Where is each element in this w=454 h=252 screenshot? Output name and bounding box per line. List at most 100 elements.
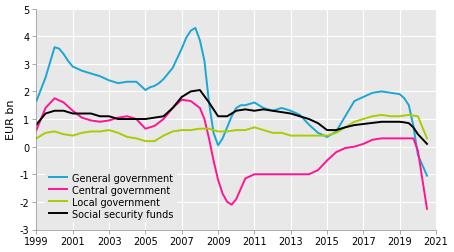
Local government	[70, 135, 75, 138]
Central government	[179, 99, 184, 102]
Local government	[333, 132, 339, 135]
Central government	[88, 119, 94, 122]
Social security funds	[306, 118, 311, 121]
Central government	[233, 198, 239, 201]
Social security funds	[143, 118, 148, 121]
Local government	[388, 115, 393, 118]
Local government	[52, 131, 57, 134]
Central government	[152, 125, 157, 128]
Central government	[220, 192, 225, 195]
Local government	[106, 129, 112, 132]
Social security funds	[61, 110, 66, 113]
Social security funds	[279, 111, 284, 114]
General government	[170, 67, 175, 70]
Local government	[206, 128, 212, 131]
Local government	[242, 129, 248, 132]
General government	[179, 48, 184, 51]
Central government	[415, 150, 420, 153]
Local government	[370, 115, 375, 118]
Local government	[279, 132, 284, 135]
Central government	[211, 159, 216, 162]
Line: Social security funds: Social security funds	[36, 91, 427, 144]
Local government	[79, 132, 84, 135]
Central government	[52, 98, 57, 101]
Local government	[261, 129, 266, 132]
Central government	[43, 107, 48, 110]
Social security funds	[379, 121, 384, 124]
Central government	[388, 137, 393, 140]
Central government	[34, 129, 39, 132]
Central government	[315, 169, 321, 172]
Social security funds	[360, 123, 366, 126]
Local government	[306, 135, 311, 138]
Local government	[88, 131, 94, 134]
Local government	[342, 126, 348, 129]
Central government	[333, 151, 339, 154]
Central government	[410, 137, 416, 140]
Central government	[133, 118, 139, 121]
Local government	[424, 137, 429, 140]
Social security funds	[88, 113, 94, 116]
Central government	[401, 137, 407, 140]
Social security funds	[351, 124, 357, 127]
Social security funds	[97, 115, 103, 118]
Social security funds	[252, 110, 257, 113]
Social security funds	[197, 89, 202, 92]
Local government	[143, 140, 148, 143]
Social security funds	[70, 113, 75, 116]
Central government	[224, 201, 230, 204]
Central government	[379, 137, 384, 140]
Central government	[306, 173, 311, 176]
Central government	[188, 100, 193, 103]
Social security funds	[370, 122, 375, 125]
Social security funds	[161, 115, 166, 118]
Local government	[252, 126, 257, 129]
Social security funds	[124, 118, 130, 121]
Social security funds	[242, 108, 248, 111]
Local government	[97, 131, 103, 134]
General government	[156, 82, 162, 85]
Social security funds	[106, 115, 112, 118]
General government	[147, 86, 153, 89]
Central government	[397, 137, 402, 140]
Central government	[170, 107, 175, 110]
Local government	[115, 132, 121, 135]
General government	[106, 80, 112, 83]
Social security funds	[297, 115, 302, 118]
Local government	[415, 115, 420, 118]
Social security funds	[79, 113, 84, 116]
Central government	[115, 117, 121, 120]
Local government	[215, 131, 221, 134]
Central government	[242, 177, 248, 180]
Social security funds	[270, 110, 275, 113]
Central government	[297, 173, 302, 176]
Central government	[97, 121, 103, 124]
Central government	[351, 146, 357, 149]
Social security funds	[215, 115, 221, 118]
Social security funds	[401, 121, 407, 124]
Local government	[43, 132, 48, 135]
Social security funds	[170, 107, 175, 110]
Social security funds	[406, 122, 411, 125]
Central government	[106, 119, 112, 122]
Central government	[424, 207, 429, 210]
Legend: General government, Central government, Local government, Social security funds: General government, Central government, …	[45, 169, 177, 223]
Central government	[202, 118, 207, 121]
Social security funds	[133, 118, 139, 121]
Social security funds	[415, 133, 420, 136]
Local government	[297, 135, 302, 138]
Central government	[279, 173, 284, 176]
Line: Central government: Central government	[36, 99, 427, 209]
Local government	[270, 132, 275, 135]
Central government	[324, 159, 330, 162]
Local government	[324, 135, 330, 138]
Social security funds	[288, 113, 293, 116]
Local government	[406, 114, 411, 117]
Local government	[34, 137, 39, 140]
Social security funds	[188, 90, 193, 93]
Social security funds	[324, 129, 330, 132]
Y-axis label: EUR bn: EUR bn	[5, 99, 15, 140]
Local government	[124, 136, 130, 139]
Local government	[288, 135, 293, 138]
Local government	[233, 129, 239, 132]
